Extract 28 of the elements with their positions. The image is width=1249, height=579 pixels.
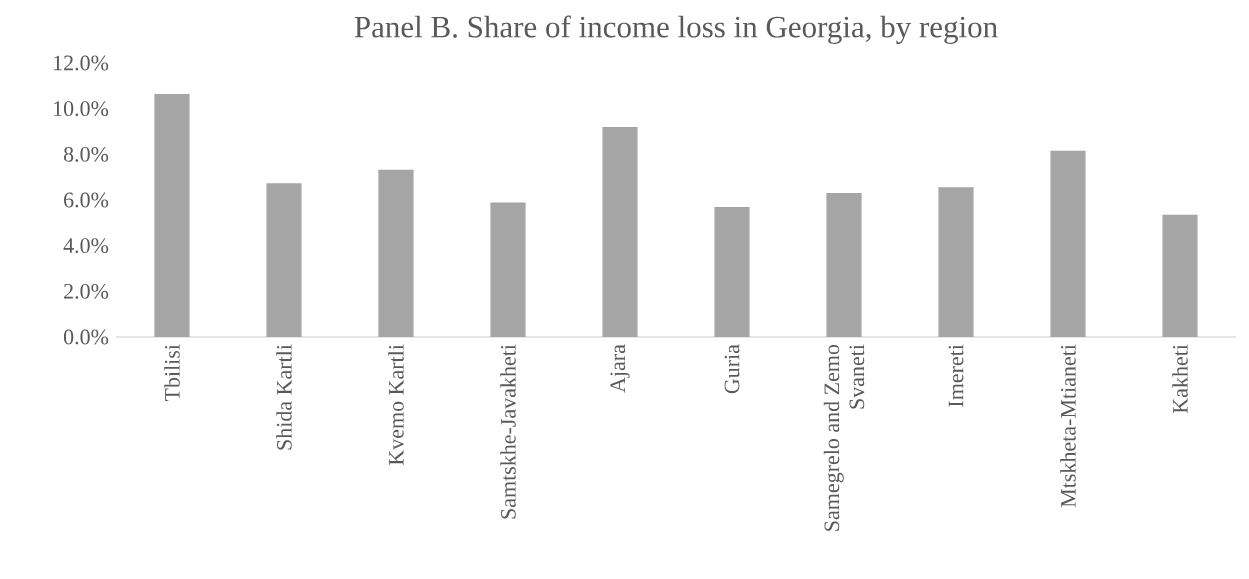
y-tick-label: 0.0%	[63, 329, 109, 345]
bar	[714, 207, 750, 337]
x-tick-label: Mtskheta-Mtianeti	[1060, 344, 1076, 508]
x-tick-label: Kvemo Kartli	[388, 344, 404, 466]
x-tick-label: Samegrelo and Zemo Svaneti	[823, 344, 865, 531]
x-tick-label: Guria	[724, 344, 740, 394]
y-tick-label: 8.0%	[63, 146, 109, 162]
bar	[938, 187, 974, 337]
y-tick-label: 4.0%	[63, 238, 109, 254]
y-tick-label: 6.0%	[64, 192, 109, 208]
y-tick-label: 10.0%	[54, 101, 109, 117]
bar	[154, 94, 190, 337]
bar	[1162, 214, 1198, 337]
bar	[602, 126, 638, 337]
bar	[1050, 150, 1086, 337]
bar	[826, 192, 862, 337]
bar	[266, 183, 302, 337]
x-tick-label: Ajara	[610, 344, 630, 393]
x-tick-label: Tbilisi	[164, 344, 180, 402]
x-tick-label: Kakheti	[1172, 344, 1188, 414]
chart-title: Panel B. Share of income loss in Georgia, by region	[354, 15, 998, 44]
y-tick-label: 12.0%	[54, 55, 109, 71]
y-tick-label: 2.0%	[64, 283, 109, 299]
x-tick-label: Samtskhe-Javakheti	[500, 344, 516, 519]
x-tick-label: Shida Kartli	[276, 344, 292, 450]
bar	[490, 202, 526, 337]
bar	[378, 169, 414, 337]
x-tick-label: Imereti	[948, 344, 964, 407]
